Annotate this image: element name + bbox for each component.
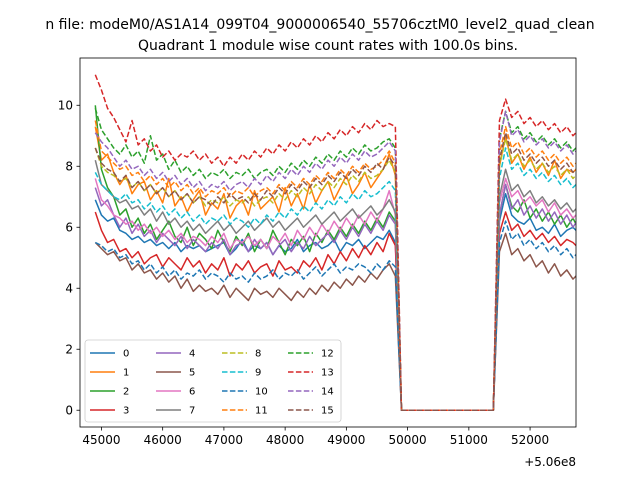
series-layer	[94, 74, 576, 411]
legend-label-8: 8	[255, 349, 261, 360]
series-line-14	[94, 110, 576, 411]
series-line-9	[94, 147, 576, 411]
legend-label-11: 11	[255, 406, 268, 417]
series-line-10	[94, 220, 576, 411]
x-tick-label: 48000	[266, 433, 304, 447]
y-tick-label: 8	[65, 160, 73, 174]
series-line-15	[94, 131, 576, 411]
y-tick-label: 6	[65, 221, 73, 235]
y-tick-label: 4	[65, 282, 73, 296]
series-line-13	[94, 74, 576, 411]
legend-label-4: 4	[189, 349, 195, 360]
legend-label-2: 2	[123, 387, 129, 398]
series-line-3	[94, 211, 576, 411]
plot-frame	[79, 57, 577, 428]
x-tick-label: 50000	[389, 433, 427, 447]
legend-label-6: 6	[189, 387, 195, 398]
legend-label-15: 15	[321, 406, 334, 417]
x-tick-label: 45000	[82, 433, 120, 447]
series-line-7	[94, 159, 576, 411]
legend-label-3: 3	[123, 406, 129, 417]
series-line-6	[94, 177, 576, 411]
x-tick-label: 46000	[144, 433, 182, 447]
x-tick-label: 47000	[205, 433, 243, 447]
x-tick-label: 51000	[450, 433, 488, 447]
chart-title: Quadrant 1 module wise count rates with …	[138, 38, 518, 54]
y-tick-label: 2	[65, 343, 73, 357]
legend-label-1: 1	[123, 368, 129, 379]
y-tick-label: 10	[58, 99, 73, 113]
series-line-4	[94, 183, 576, 411]
x-axis: 45000 46000 47000 48000 49000 50000 51000 52000	[82, 427, 549, 447]
series-line-11	[94, 120, 576, 411]
x-tick-label: 49000	[327, 433, 365, 447]
legend-label-13: 13	[321, 368, 334, 379]
legend-label-14: 14	[321, 387, 334, 398]
series-line-12	[94, 108, 576, 411]
series-line-5	[94, 232, 576, 411]
legend-label-12: 12	[321, 349, 334, 360]
legend-label-10: 10	[255, 387, 268, 398]
legend-label-7: 7	[189, 406, 195, 417]
legend-label-0: 0	[123, 349, 129, 360]
y-tick-label: 0	[65, 404, 73, 418]
series-line-0	[94, 192, 576, 411]
legend-label-9: 9	[255, 368, 261, 379]
x-tick-label: 52000	[511, 433, 549, 447]
legend-box	[84, 339, 342, 423]
figure-suptitle: n file: modeM0/AS1A14_099T04_9000006540_…	[45, 17, 594, 33]
x-offset-label: +5.06e8	[524, 455, 576, 469]
legend-label-5: 5	[189, 368, 195, 379]
y-axis: 0 2 4 6 8 10	[58, 99, 80, 418]
